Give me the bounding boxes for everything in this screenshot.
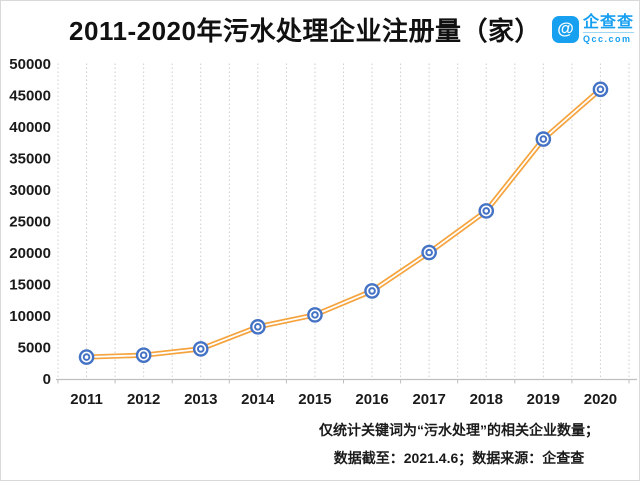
x-axis-label: 2019 bbox=[527, 391, 560, 408]
data-point-center bbox=[539, 135, 548, 143]
x-axis-label: 2012 bbox=[127, 391, 160, 408]
chart-title: 2011-2020年污水处理企业注册量（家） bbox=[69, 16, 541, 46]
y-axis-label: 25000 bbox=[9, 214, 51, 231]
x-axis-label: 2018 bbox=[470, 391, 503, 408]
y-axis-label: 15000 bbox=[9, 277, 51, 294]
x-axis-label: 2017 bbox=[412, 391, 445, 408]
data-point-center bbox=[139, 351, 148, 359]
qcc-logo-text: 企查查 Qcc.com bbox=[582, 14, 634, 44]
data-point-center bbox=[254, 323, 262, 331]
data-point-center bbox=[596, 85, 605, 94]
series-line-core bbox=[86, 88, 602, 358]
qcc-logo-glyph: @ bbox=[557, 19, 574, 38]
data-point-center bbox=[482, 207, 491, 215]
footer-line-1: 仅统计关键词为“污水处理”的相关企业数量； bbox=[319, 422, 599, 438]
y-axis-label: 50000 bbox=[9, 56, 51, 73]
x-axis-label: 2011 bbox=[70, 391, 103, 408]
y-axis-label: 30000 bbox=[9, 182, 51, 199]
x-axis-label: 2020 bbox=[584, 391, 617, 408]
y-axis-label: 20000 bbox=[9, 245, 51, 262]
y-axis-label: 45000 bbox=[9, 88, 51, 105]
x-axis-label: 2014 bbox=[241, 391, 275, 408]
y-axis-label: 10000 bbox=[9, 308, 51, 325]
x-axis-label: 2015 bbox=[298, 391, 331, 408]
qcc-logo-domain: Qcc.com bbox=[582, 32, 634, 44]
footer-note: 仅统计关键词为“污水处理”的相关企业数量； 数据截至：2021.4.6；数据来源… bbox=[289, 416, 629, 472]
data-point-center bbox=[82, 353, 91, 361]
y-axis-label: 5000 bbox=[18, 340, 51, 357]
footer-line-2: 数据截至：2021.4.6；数据来源：企查查 bbox=[333, 450, 585, 466]
data-point-center bbox=[425, 248, 433, 257]
data-point-center bbox=[368, 287, 376, 295]
qcc-logo-icon: @ bbox=[551, 15, 579, 43]
y-axis-label: 35000 bbox=[9, 151, 51, 168]
qcc-logo-name: 企查查 bbox=[582, 14, 634, 31]
data-point-center bbox=[311, 311, 319, 319]
qcc-logo: @ 企查查 Qcc.com bbox=[551, 14, 634, 44]
y-axis-label: 0 bbox=[43, 371, 51, 388]
y-axis-label: 40000 bbox=[9, 119, 51, 136]
x-axis-label: 2016 bbox=[355, 391, 388, 408]
x-axis-label: 2013 bbox=[184, 391, 217, 408]
data-point-center bbox=[196, 345, 205, 353]
